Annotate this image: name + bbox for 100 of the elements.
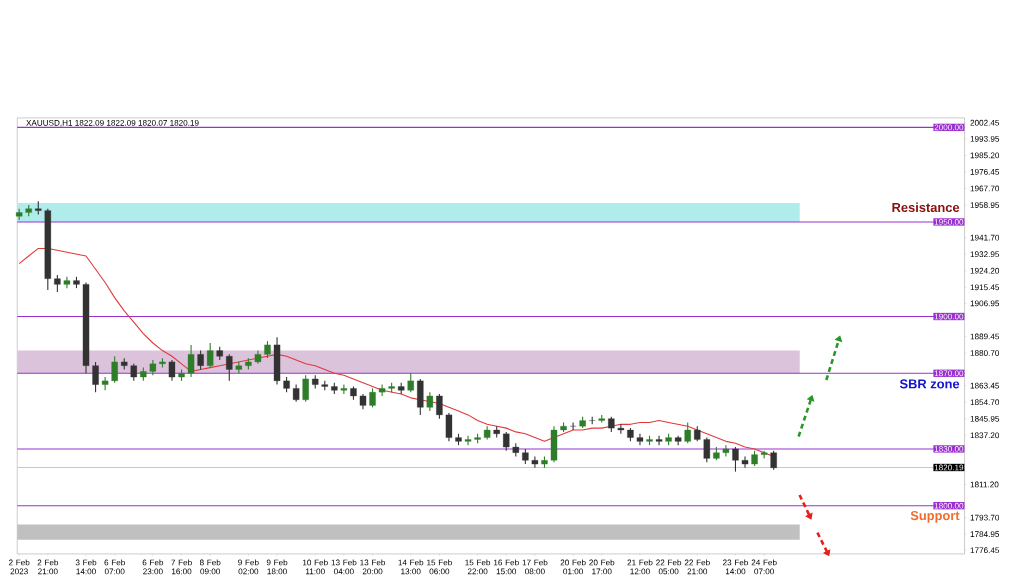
y-tick-label: 1837.20 [970,432,1000,439]
candlestick [226,353,233,382]
y-tick-label: 1811.20 [970,481,999,488]
y-tick-label: 2002.45 [970,120,1000,126]
x-tick-label: 15 Feb 22:00 [465,559,491,575]
ref-line-label: 1950.00 [934,219,964,225]
candlestick [560,422,567,433]
candlestick [331,382,338,395]
y-tick-label: 1958.95 [970,202,1000,209]
candlestick [82,282,90,374]
candlestick [292,384,300,403]
y-tick-label: 1924.20 [970,268,1000,274]
y-tick-label: 1967.70 [970,185,1000,192]
candlestick [579,416,586,429]
candlestick [694,425,701,443]
x-tick-label: 7 Feb 16:00 [171,559,192,575]
candlestick [493,425,500,439]
candlestick [722,444,730,458]
candlestick [283,376,290,393]
candlestick [474,433,481,444]
candlestick [483,425,491,441]
candlestick [512,442,520,458]
candlestick [531,456,539,469]
y-tick-label: 1889.45 [970,333,1000,340]
y-tick-label: 1880.70 [970,350,1000,357]
x-tick-label: 24 Feb 07:00 [751,559,777,575]
x-tick-label: 6 Feb 23:00 [142,559,164,575]
candlestick [159,357,166,369]
ref-line-label: 1830.00 [934,446,964,452]
text: Support [910,511,960,523]
candlestick [312,374,319,390]
candlestick [73,276,80,289]
candlestick [388,382,395,393]
x-tick-label: 22 Feb 21:00 [684,559,710,575]
candlestick [254,350,262,365]
x-tick-label: 15 Feb 06:00 [427,559,452,575]
candlestick [741,456,749,469]
x-tick-label: 14 Feb 13:00 [398,559,424,575]
x-tick-label: 21 Feb 12:00 [627,559,653,575]
candlestick [760,450,768,460]
candlestick [187,344,195,378]
candlestick [149,359,157,376]
candlestick [617,423,625,435]
candlestick [608,416,615,433]
ref-line-label: 1900.00 [934,313,964,320]
candlestick [627,427,634,443]
y-tick-label: 1941.70 [970,234,1000,241]
candlestick [340,384,348,395]
candlestick [751,450,758,467]
candlestick [235,361,243,374]
y-tick-label: 1793.70 [970,514,1000,521]
x-tick-label: 17 Feb 08:00 [522,559,548,575]
candlestick [245,357,252,371]
y-tick-label: 1932.95 [970,251,1000,258]
y-tick-label: 1915.45 [970,284,1000,291]
candlestick [655,435,663,446]
text: SBR zone [899,379,960,389]
x-tick-label: 9 Feb 18:00 [266,559,288,575]
candlestick [350,386,357,401]
y-tick-label: 1854.70 [970,399,1000,406]
chart-title: XAUUSD,H1 1822.09 1822.09 1820.07 1820.19 [26,120,199,127]
x-tick-label: 10 Feb 11:00 [302,559,328,575]
candlestick [15,208,23,221]
y-tick-label: 1993.95 [970,136,1000,142]
candlestick [378,384,386,397]
y-tick-label: 1985.20 [970,152,1000,159]
candlestick [541,456,548,469]
x-tick-label: 20 Feb 17:00 [589,559,615,575]
x-tick-label: 2 Feb 2023 [8,559,30,575]
candlestick [359,393,367,410]
candlestick [464,435,472,446]
candlestick [369,388,376,409]
x-tick-label: 3 Feb 14:00 [75,559,97,575]
candlestick [168,359,176,382]
candlestick [25,204,32,217]
ref-line-label: 1800.00 [934,502,964,509]
candlestick [397,382,405,395]
x-tick-label: 20 Feb 01:00 [560,559,586,575]
candlestick [713,446,720,461]
x-tick-label: 8 Feb 09:00 [199,559,221,575]
candlestick [732,446,739,473]
candlestick [569,422,577,431]
candlestick [206,342,214,369]
candlestick [417,378,424,416]
ref-line-label: 2000.00 [934,124,964,131]
candlestick [665,433,672,446]
candlestick [503,431,510,452]
candlestick [522,448,529,465]
ref-line-label: 1870.00 [934,370,964,377]
candlestick [445,412,453,443]
candlestick [121,357,128,371]
candlestick [44,208,52,291]
candlestick [646,435,653,446]
candlestick [770,450,777,471]
candlestick [92,361,99,393]
x-tick-label: 13 Feb 04:00 [331,559,357,575]
candlestick [273,336,281,386]
candlestick [216,346,223,361]
x-tick-label: 22 Feb 05:00 [656,559,682,575]
candlestick [63,276,71,289]
